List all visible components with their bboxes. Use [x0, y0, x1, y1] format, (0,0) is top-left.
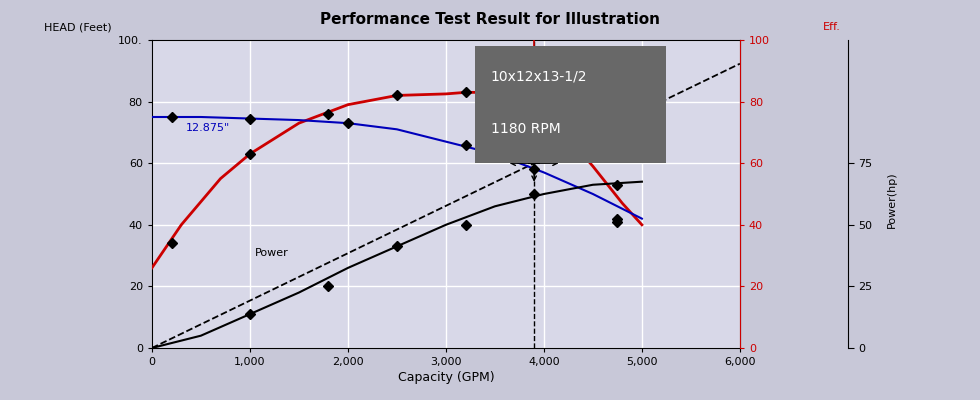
Text: Power(hp): Power(hp) [887, 172, 897, 228]
Text: 1180 RPM: 1180 RPM [491, 122, 561, 136]
Text: Eff.: Eff. [823, 22, 841, 32]
Text: 12.875": 12.875" [186, 123, 230, 133]
Text: Power: Power [255, 248, 288, 258]
Text: Q=3900
H=60: Q=3900 H=60 [539, 132, 585, 154]
Text: Eff: Eff [554, 103, 568, 113]
X-axis label: Capacity (GPM): Capacity (GPM) [398, 371, 494, 384]
Text: HEAD (Feet): HEAD (Feet) [44, 22, 112, 32]
Text: 10x12x13-1/2: 10x12x13-1/2 [491, 70, 587, 84]
Text: Performance Test Result for Illustration: Performance Test Result for Illustration [320, 12, 660, 27]
Text: η=87%: η=87% [478, 60, 519, 70]
